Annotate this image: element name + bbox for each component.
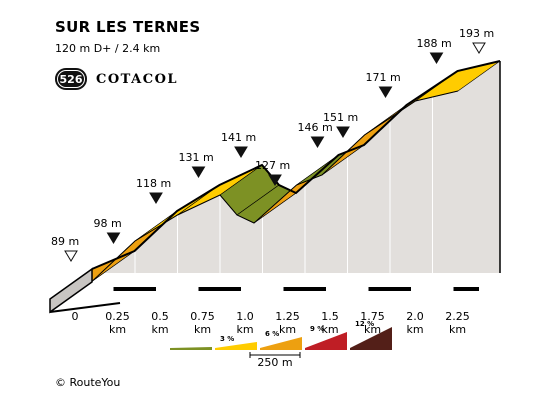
legend-grade-swatch [170, 347, 212, 350]
legend-grade-label: 9 % [310, 325, 324, 333]
x-tick-label: 1.25 km [275, 310, 300, 336]
elevation-marker [310, 136, 325, 148]
elevation-label: 118 m [136, 177, 171, 190]
elevation-marker [336, 126, 350, 138]
climb-stats: 120 m D+ / 2.4 km [55, 42, 161, 55]
x-tick-label: 2.0 km [406, 310, 424, 336]
profile-base-edge [49, 302, 121, 313]
elevation-label: 141 m [221, 131, 256, 144]
x-tick-label: 0 [72, 310, 79, 323]
routeyou-credit: © RouteYou [55, 376, 121, 389]
elevation-label: 171 m [366, 71, 401, 84]
x-tick-label: 1.0 km [236, 310, 254, 336]
elevation-marker [429, 52, 444, 64]
cotacol-logo-text: COTACOL [96, 71, 179, 87]
elevation-label: 188 m [417, 37, 452, 50]
elevation-label: 146 m [298, 121, 333, 134]
x-tick-label: 0.25 km [105, 310, 130, 336]
legend-grade-label: 12 % [355, 320, 374, 328]
legend-grade-label: 3 % [220, 335, 234, 343]
x-tick-label: 0.75 km [190, 310, 215, 336]
x-tick-label: 0.5 km [151, 310, 169, 336]
legend-grade-label: 6 % [265, 330, 279, 338]
cotacol-number: 526 [55, 68, 87, 90]
elevation-marker [268, 174, 282, 186]
legend-grade-swatch [305, 332, 347, 350]
elevation-label: 98 m [94, 217, 122, 230]
elevation-marker [106, 232, 121, 244]
x-tick-label: 1.75 km [360, 310, 385, 336]
elevation-marker [378, 86, 393, 98]
legend-grade-swatch [215, 342, 257, 350]
elevation-label: 131 m [179, 151, 214, 164]
elevation-label: 127 m [255, 159, 290, 172]
profile-start-block [49, 267, 93, 314]
climb-title: SUR LES TERNES [55, 18, 201, 36]
header: SUR LES TERNES 120 m D+ / 2.4 km [55, 18, 200, 55]
elevation-marker [149, 192, 163, 204]
elevation-marker [472, 42, 486, 54]
elevation-marker [191, 166, 206, 178]
legend-grade-swatch [260, 337, 302, 350]
profile-ridge-line [91, 60, 501, 270]
elevation-marker [64, 250, 78, 262]
x-tick-label: 1.5 km [321, 310, 339, 336]
elevation-label: 193 m [459, 27, 494, 40]
x-tick-label: 2.25 km [445, 310, 470, 336]
legend-grade-swatch [350, 327, 392, 350]
cotacol-badge: 526 COTACOL [55, 68, 178, 90]
elevation-label: 89 m [51, 235, 79, 248]
legend-scale-label: 250 m [257, 356, 292, 369]
profile-front-edge [49, 90, 459, 300]
elevation-marker [234, 146, 248, 158]
elevation-label: 151 m [323, 111, 358, 124]
